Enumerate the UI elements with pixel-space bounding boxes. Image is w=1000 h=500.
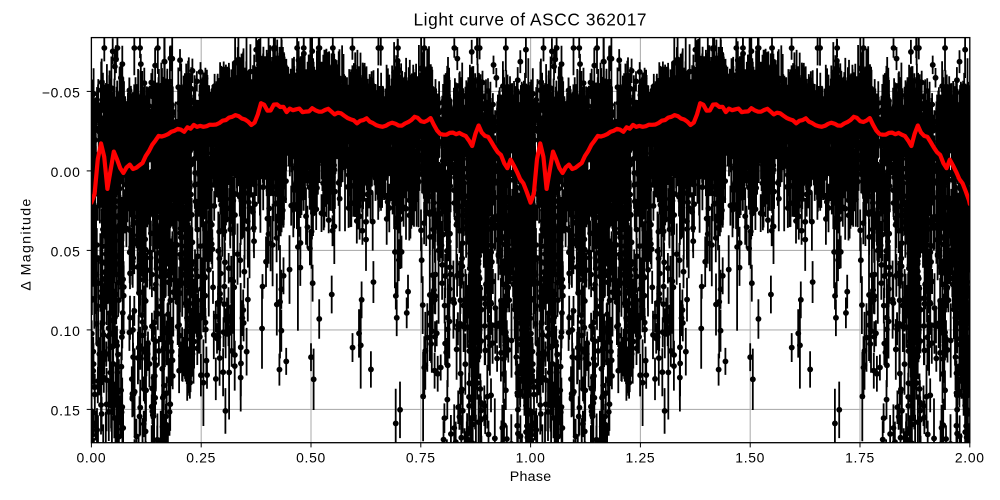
svg-text:Light curve of ASCC 362017: Light curve of ASCC 362017 bbox=[413, 9, 647, 29]
svg-text:−0.05: −0.05 bbox=[42, 84, 81, 100]
svg-text:1.50: 1.50 bbox=[735, 449, 765, 465]
svg-text:2.00: 2.00 bbox=[955, 449, 985, 465]
svg-text:0.75: 0.75 bbox=[406, 449, 436, 465]
svg-text:1.25: 1.25 bbox=[625, 449, 655, 465]
svg-text:0.25: 0.25 bbox=[186, 449, 216, 465]
svg-text:Phase: Phase bbox=[510, 469, 552, 485]
svg-text:1.00: 1.00 bbox=[516, 449, 546, 465]
svg-text:0.50: 0.50 bbox=[296, 449, 326, 465]
svg-text:0.10: 0.10 bbox=[51, 323, 81, 339]
svg-text:1.75: 1.75 bbox=[845, 449, 875, 465]
svg-text:0.05: 0.05 bbox=[51, 243, 81, 259]
svg-text:0.15: 0.15 bbox=[51, 402, 81, 418]
svg-text:0.00: 0.00 bbox=[76, 449, 106, 465]
svg-text:Δ Magnitude: Δ Magnitude bbox=[19, 197, 35, 290]
svg-text:0.00: 0.00 bbox=[51, 164, 81, 180]
